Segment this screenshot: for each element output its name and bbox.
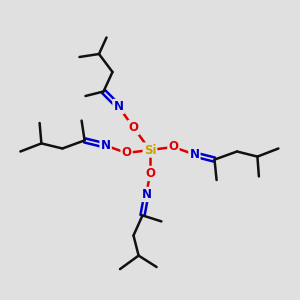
Text: N: N: [113, 100, 124, 113]
Text: O: O: [128, 121, 139, 134]
Text: N: N: [100, 139, 111, 152]
Text: O: O: [145, 167, 155, 180]
Text: O: O: [122, 146, 132, 160]
Text: O: O: [168, 140, 178, 154]
Text: N: N: [141, 188, 152, 201]
Text: Si: Si: [144, 143, 156, 157]
Text: N: N: [189, 148, 200, 161]
